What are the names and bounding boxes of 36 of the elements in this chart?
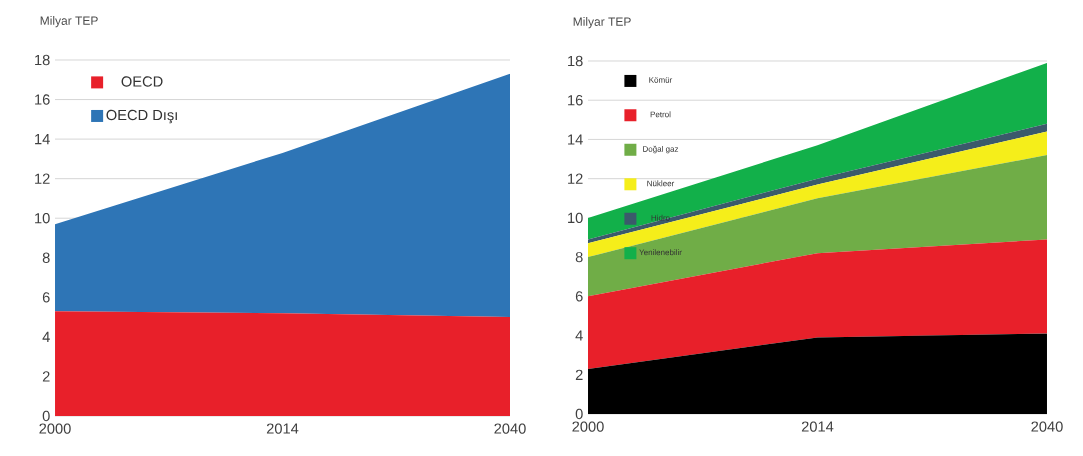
legend-label: OECD [121, 76, 163, 87]
legend-label: Doğal gaz [643, 145, 679, 154]
y-tick-label: 10 [35, 213, 50, 224]
y-tick-label: 6 [42, 292, 50, 303]
legend-label: OECD Dışı [106, 109, 177, 124]
x-tick-label: 2040 [1031, 421, 1063, 432]
y-tick-label: 12 [568, 173, 583, 184]
y-tick-label: 14 [35, 134, 50, 145]
y-tick-label: 10 [568, 212, 583, 224]
legend-label: Petrol [650, 111, 671, 118]
y-tick-label: 18 [568, 55, 583, 67]
y-tick-label: 14 [568, 134, 583, 145]
y-tick-label: 6 [575, 291, 583, 302]
y-tick-label: 2 [575, 369, 583, 380]
y-tick-label: 4 [575, 330, 583, 341]
y-tick-label: 16 [35, 94, 50, 105]
y-tick-label: 12 [35, 173, 50, 184]
x-tick-label: 2014 [801, 421, 834, 432]
y-tick-label: 0 [42, 410, 50, 422]
legend-label: Hidro [651, 214, 670, 221]
y-axis-title: Milyar TEP [40, 16, 98, 28]
x-tick-label: 2000 [572, 421, 604, 432]
legend-label: Yenilenebilir [639, 249, 682, 256]
legend-label: Kömür [649, 77, 673, 83]
y-tick-label: 8 [42, 252, 50, 263]
x-tick-label: 2014 [266, 423, 299, 434]
y-tick-label: 16 [568, 95, 583, 106]
y-tick-label: 8 [575, 251, 583, 263]
y-axis-title: Milyar TEP [573, 17, 631, 29]
y-tick-label: 0 [575, 408, 583, 420]
y-tick-label: 18 [35, 54, 50, 66]
legend-label: Nükleer [647, 180, 675, 187]
y-tick-label: 2 [42, 371, 50, 382]
y-tick-label: 4 [42, 331, 50, 342]
x-tick-label: 2000 [39, 423, 71, 434]
x-tick-label: 2040 [494, 423, 526, 434]
